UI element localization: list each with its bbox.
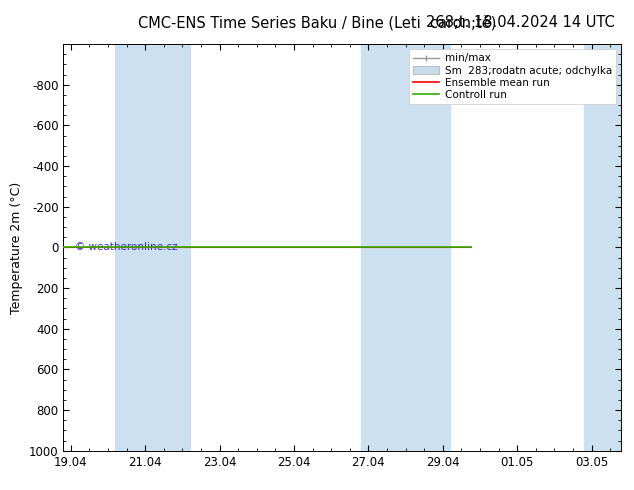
Text: CMC-ENS Time Series Baku / Bine (Leti  caron;tě): CMC-ENS Time Series Baku / Bine (Leti ca…: [138, 15, 496, 30]
Bar: [361, 44, 450, 451]
Text: 268;t. 18.04.2024 14 UTC: 268;t. 18.04.2024 14 UTC: [426, 15, 615, 30]
Y-axis label: Temperature 2m (°C): Temperature 2m (°C): [10, 181, 23, 314]
Bar: [115, 44, 190, 451]
Bar: [584, 44, 621, 451]
Text: © weatheronline.cz: © weatheronline.cz: [75, 242, 177, 252]
Legend: min/max, Sm  283;rodatn acute; odchylka, Ensemble mean run, Controll run: min/max, Sm 283;rodatn acute; odchylka, …: [410, 49, 616, 104]
